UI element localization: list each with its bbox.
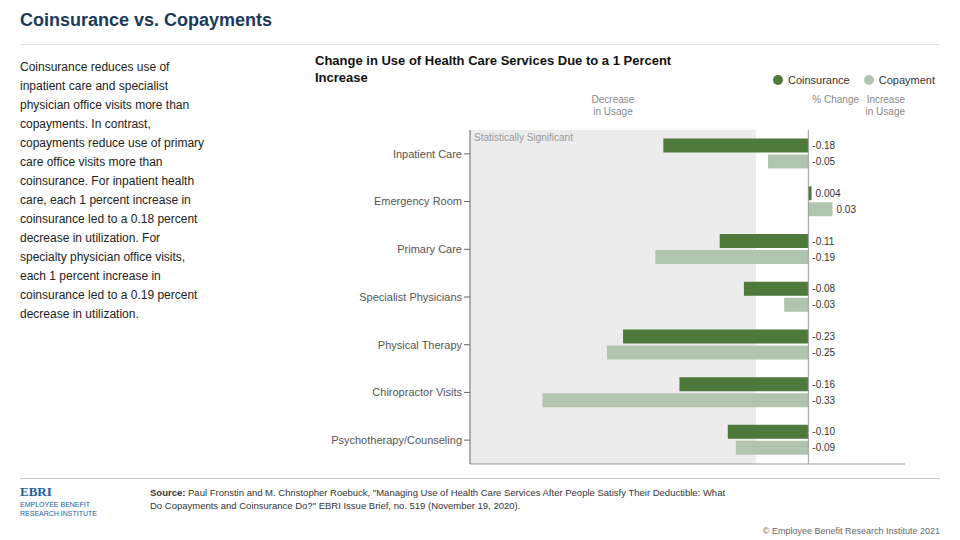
html-text:Copayment: Copayment [878,74,935,86]
svg-text:-0.19: -0.19 [812,252,835,263]
html-text:Change in Use of Health Care S: Change in Use of Health Care Services Du… [315,53,672,85]
html-text:EMPLOYEE BENEFIT RESEARCH INST: EMPLOYEE BENEFIT RESEARCH INSTITUTE [20,501,97,517]
svg-text:-0.16: -0.16 [812,379,835,390]
svg-text:0.004: 0.004 [816,188,841,199]
html-text:Coinsurance reduces use of inp: Coinsurance reduces use of inpatient car… [20,60,205,321]
svg-text:-0.08: -0.08 [812,283,835,294]
svg-text:-0.03: -0.03 [812,299,835,310]
svg-text:Psychotherapy/Counseling: Psychotherapy/Counseling [331,434,462,446]
svg-text:-0.05: -0.05 [812,156,835,167]
svg-text:Emergency Room: Emergency Room [374,195,462,207]
svg-text:-0.18: -0.18 [812,140,835,151]
svg-text:-0.25: -0.25 [812,347,835,358]
html-text:Source: Paul Fronstin and M. C: Source: Paul Fronstin and M. Christopher… [150,487,726,511]
html-text:Increase in Usage: Increase in Usage [865,94,905,117]
html-text:% Change: % Change [812,94,859,105]
html-text:Coinsurance: Coinsurance [788,74,850,86]
svg-text:Statistically Significant: Statistically Significant [474,132,573,143]
html-text:© Employee Benefit Research In: © Employee Benefit Research Institute 20… [762,526,940,536]
svg-text:-0.11: -0.11 [812,236,834,247]
html-text:EBRI: EBRI [20,484,52,499]
svg-text:-0.33: -0.33 [812,395,835,406]
svg-text:Physical Therapy: Physical Therapy [378,339,463,351]
html-text:Decrease in Usage: Decrease in Usage [591,94,635,117]
svg-text:-0.09: -0.09 [812,442,835,453]
svg-text:-0.10: -0.10 [812,426,835,437]
html-text:Coinsurance vs. Copayments: Coinsurance vs. Copayments [20,10,273,30]
svg-text:Inpatient Care: Inpatient Care [393,148,462,160]
svg-text:-0.23: -0.23 [812,331,835,342]
svg-text:Primary Care: Primary Care [397,243,462,255]
svg-text:0.03: 0.03 [837,204,857,215]
svg-text:Specialist Physicians: Specialist Physicians [359,291,462,303]
svg-text:Chiropractor Visits: Chiropractor Visits [372,386,462,398]
